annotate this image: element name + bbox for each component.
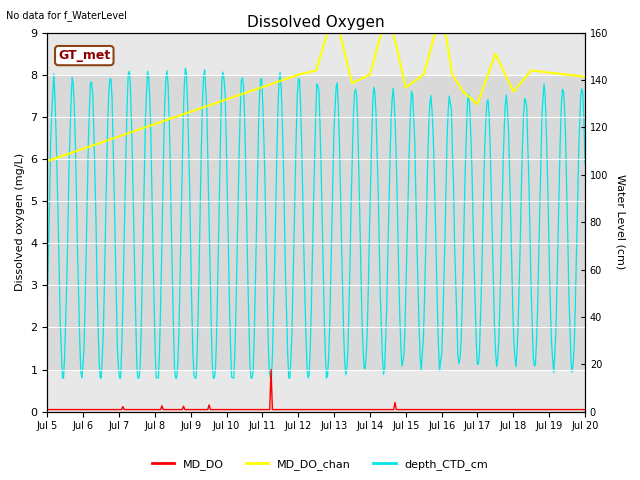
Title: Dissolved Oxygen: Dissolved Oxygen: [248, 15, 385, 30]
Y-axis label: Water Level (cm): Water Level (cm): [615, 175, 625, 270]
Text: GT_met: GT_met: [58, 49, 111, 62]
Y-axis label: Dissolved oxygen (mg/L): Dissolved oxygen (mg/L): [15, 153, 25, 291]
Bar: [47, 75, 585, 370]
Legend: MD_DO, MD_DO_chan, depth_CTD_cm: MD_DO, MD_DO_chan, depth_CTD_cm: [147, 455, 493, 474]
Text: No data for f_WaterLevel: No data for f_WaterLevel: [6, 10, 127, 21]
